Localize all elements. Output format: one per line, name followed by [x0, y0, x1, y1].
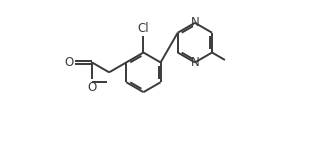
Text: O: O [87, 81, 97, 94]
Text: Cl: Cl [138, 22, 149, 35]
Text: O: O [64, 56, 74, 69]
Text: N: N [191, 16, 199, 29]
Text: N: N [191, 56, 199, 69]
